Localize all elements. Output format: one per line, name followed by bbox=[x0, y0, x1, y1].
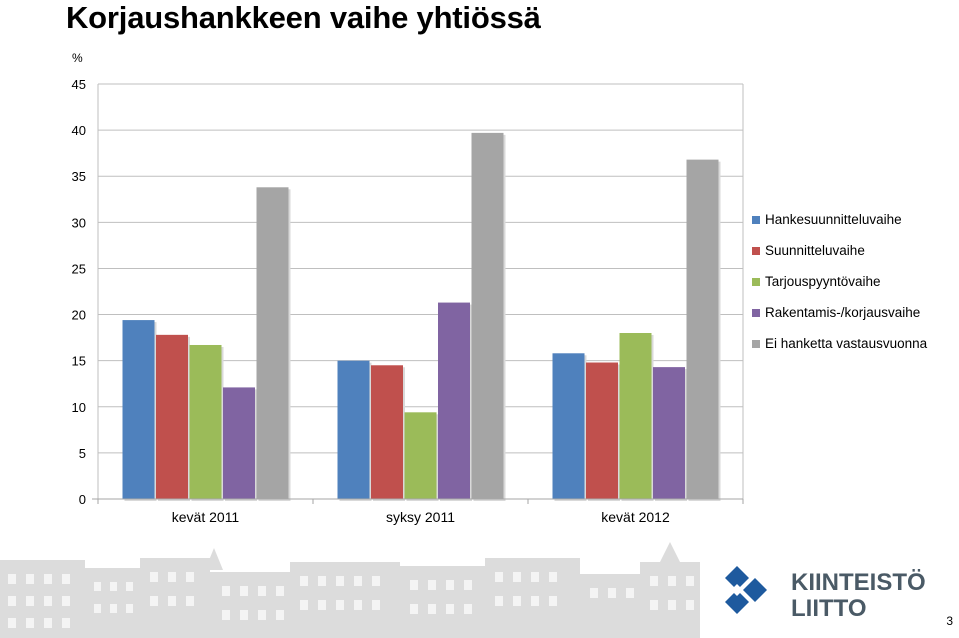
bar-chart: 0 5 10 15 20 25 30 35 40 45% kevät 2011 syksy 2011 k… bbox=[72, 51, 928, 525]
y-tick-label: 35 bbox=[72, 169, 86, 184]
y-tick-label: 15 bbox=[72, 354, 86, 369]
legend-entry: Rakentamis-/korjausvaihe bbox=[765, 305, 920, 320]
kiinteistoliitto-logo: KIINTEISTÖ LIITTO bbox=[725, 566, 926, 622]
y-tick-label: 10 bbox=[72, 400, 86, 415]
y-tick-label: 40 bbox=[72, 123, 86, 138]
bar bbox=[256, 187, 289, 500]
y-tick-label: 25 bbox=[72, 261, 86, 276]
legend-swatch bbox=[752, 247, 760, 255]
bar bbox=[438, 302, 470, 499]
x-tick-label: kevät 2012 bbox=[601, 509, 670, 525]
y-tick-label: 30 bbox=[72, 215, 86, 230]
bar bbox=[653, 367, 685, 499]
bar bbox=[371, 365, 403, 499]
bar bbox=[337, 360, 370, 499]
y-axis-label: % bbox=[72, 51, 83, 65]
y-tick-label: 45 bbox=[72, 77, 86, 92]
bar bbox=[552, 353, 585, 499]
bar bbox=[404, 412, 437, 499]
bar bbox=[156, 334, 188, 499]
logo-text-line2: LIITTO bbox=[791, 595, 867, 622]
bar bbox=[619, 333, 652, 499]
y-tick-label: 5 bbox=[79, 446, 86, 461]
bar bbox=[686, 159, 719, 499]
logo-text-line1: KIINTEISTÖ bbox=[791, 569, 926, 596]
legend-entry: Tarjouspyyntövaihe bbox=[765, 274, 881, 289]
y-tick-label: 0 bbox=[79, 492, 86, 507]
page-title: Korjaushankkeen vaihe yhtiössä bbox=[66, 0, 541, 35]
legend-swatch bbox=[752, 278, 760, 286]
legend-entry: Hankesuunnitteluvaihe bbox=[765, 212, 902, 227]
legend-entry: Ei hanketta vastausvuonna bbox=[765, 336, 928, 351]
y-tick-label: 20 bbox=[72, 308, 86, 323]
bar bbox=[586, 362, 618, 499]
legend-entry: Suunnitteluvaihe bbox=[765, 243, 865, 258]
legend-swatch bbox=[752, 216, 760, 224]
city-skyline-decoration bbox=[0, 542, 700, 638]
logo-diamond-icon bbox=[725, 566, 767, 614]
bar bbox=[189, 344, 222, 499]
bar bbox=[471, 132, 504, 499]
legend-swatch bbox=[752, 340, 760, 348]
bar bbox=[223, 387, 255, 499]
x-tick-label: syksy 2011 bbox=[386, 509, 455, 525]
page-number: 3 bbox=[946, 614, 953, 628]
legend-swatch bbox=[752, 309, 760, 317]
bar bbox=[122, 320, 155, 499]
x-tick-label: kevät 2011 bbox=[172, 509, 240, 525]
